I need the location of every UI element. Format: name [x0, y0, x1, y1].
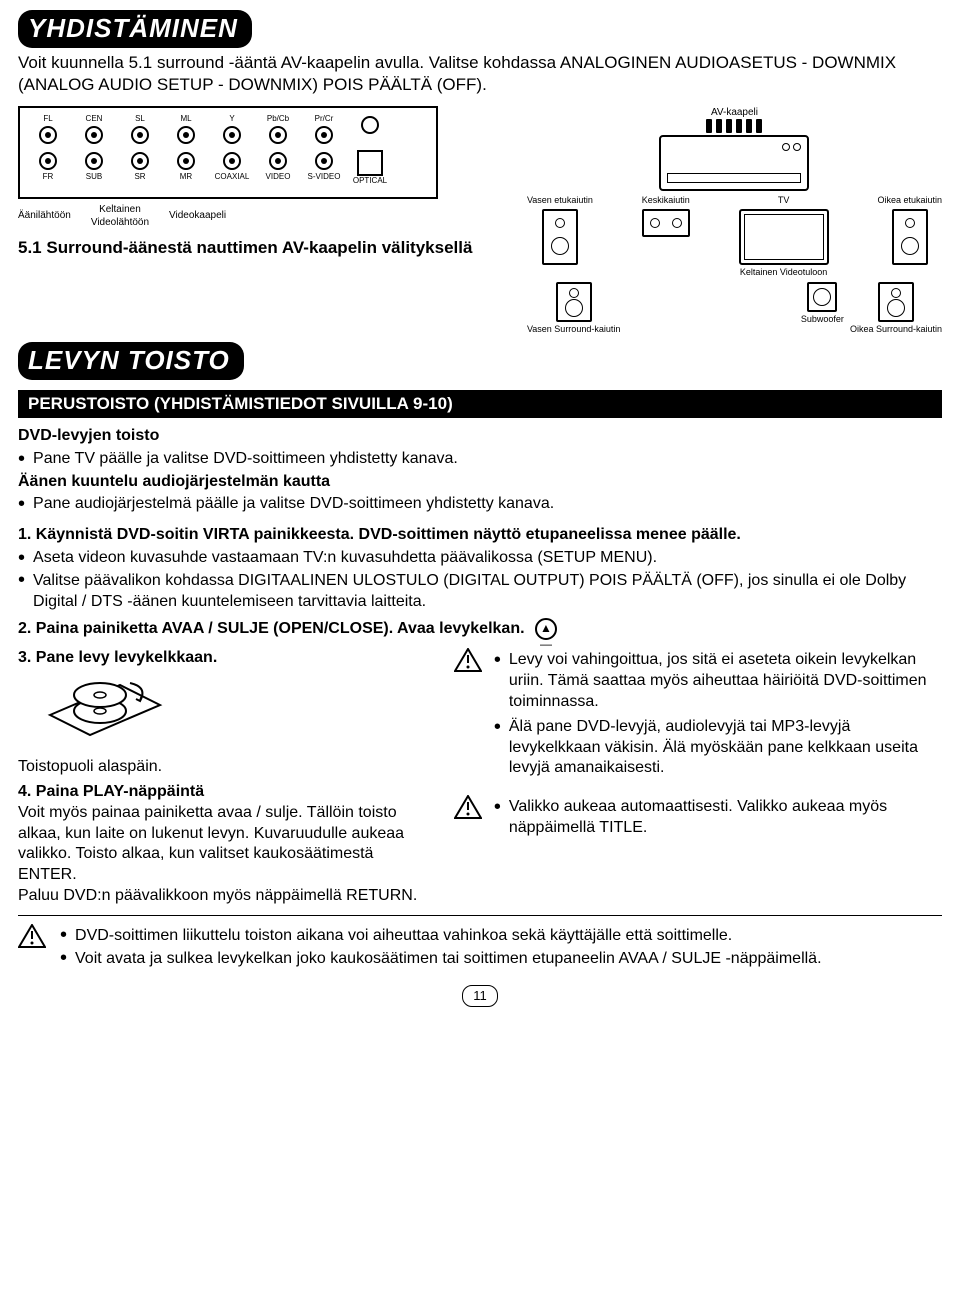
jack-fl: FL — [28, 114, 68, 146]
jack-svideo: S-VIDEO — [304, 150, 344, 186]
jack-sr: SR — [120, 150, 160, 186]
step-3: 3. Pane levy levykelkkaan. — [18, 648, 434, 669]
video-cable-label: Videokaapeli — [169, 209, 226, 222]
step-4a: Voit myös painaa painiketta avaa / sulje… — [18, 803, 434, 886]
jack-ml: ML — [166, 114, 206, 146]
footer-warning-1: DVD-soittimen liikuttelu toiston aikana … — [75, 926, 732, 947]
speaker-sl: Vasen Surround-kaiutin — [527, 282, 620, 336]
bullet-icon — [494, 797, 505, 818]
step-4b: Paluu DVD:n päävalikkoon myös näppäimell… — [18, 886, 434, 907]
speaker-center: Keskikaiutin — [642, 195, 690, 278]
section-title-connecting: YHDISTÄMINEN — [18, 10, 252, 48]
warning-icon — [18, 924, 46, 948]
warning-1a: Levy voi vahingoittua, jos sitä ei asete… — [509, 650, 942, 712]
bullet-icon — [18, 548, 29, 569]
step-1: 1. Käynnistä DVD-soitin VIRTA painikkees… — [18, 525, 942, 546]
eject-icon: ▲— — [535, 618, 557, 640]
step-2: 2. Paina painiketta AVAA / SULJE (OPEN/C… — [18, 621, 525, 638]
dvd-play-heading: DVD-levyjen toisto — [18, 426, 942, 447]
jack-y: Y — [212, 114, 252, 146]
bullet-icon — [18, 571, 29, 592]
jack-mr: MR — [166, 150, 206, 186]
yellow-label-1: Keltainen — [91, 203, 149, 216]
warning-2: Valikko aukeaa automaattisesti. Valikko … — [509, 797, 942, 839]
bullet-1: Pane TV päälle ja valitse DVD-soittimeen… — [33, 449, 458, 470]
audio-listen-heading: Äänen kuuntelu audiojärjestelmän kautta — [18, 472, 942, 493]
wiring-diagram: FL CEN SL ML Y Pb/Cb Pr/Cr FR SUB SR MR … — [18, 106, 942, 336]
footer-warning-2: Voit avata ja sulkea levykelkan joko kau… — [75, 949, 822, 970]
video-source-label: Videolähtöön — [91, 216, 149, 229]
section-title-playback: LEVYN TOISTO — [18, 342, 244, 380]
speaker-sr: Oikea Surround-kaiutin — [850, 282, 942, 336]
intro-text: Voit kuunnella 5.1 surround -ääntä AV-ka… — [18, 52, 942, 96]
bullet-icon — [494, 717, 505, 738]
warning-icon — [454, 648, 482, 672]
jack-coax: COAXIAL — [212, 150, 252, 186]
bullet-icon — [60, 949, 71, 970]
jack-video: VIDEO — [258, 150, 298, 186]
bullet-icon — [18, 494, 29, 515]
step-1a: Aseta videon kuvasuhde vastaamaan TV:n k… — [33, 548, 657, 569]
divider — [18, 915, 942, 916]
subtitle-51: 5.1 Surround-äänestä nauttimen AV-kaapel… — [18, 237, 517, 259]
jack-optical: OPTICAL — [350, 150, 390, 186]
bullet-icon — [60, 926, 71, 947]
rear-panel: FL CEN SL ML Y Pb/Cb Pr/Cr FR SUB SR MR … — [18, 106, 438, 199]
disc-tray-illustration — [40, 675, 170, 755]
bullet-icon — [494, 650, 505, 671]
warning-icon — [454, 795, 482, 819]
speaker-fr: Oikea etukaiutin — [877, 195, 942, 278]
bullet-2: Pane audiojärjestelmä päälle ja valitse … — [33, 494, 554, 515]
tv: TVKeltainen Videotuloon — [739, 195, 829, 278]
step-4: 4. Paina PLAY-näppäintä — [18, 782, 434, 803]
jack-sl: SL — [120, 114, 160, 146]
jack-fr: FR — [28, 150, 68, 186]
jack-pb: Pb/Cb — [258, 114, 298, 146]
tray-caption: Toistopuoli alaspäin. — [18, 757, 434, 778]
page-number: 11 — [462, 985, 498, 1007]
bullet-icon — [18, 449, 29, 470]
jack-pr: Pr/Cr — [304, 114, 344, 146]
speaker-sub: Subwoofer — [801, 282, 844, 336]
jack-cen: CEN — [74, 114, 114, 146]
warning-1b: Älä pane DVD-levyjä, audiolevyjä tai MP3… — [509, 717, 942, 779]
av-cable-label: AV-kaapeli — [527, 106, 942, 119]
audio-source-label: Äänilähtöön — [18, 209, 71, 222]
jack-sub: SUB — [74, 150, 114, 186]
basic-playback-bar: PERUSTOISTO (YHDISTÄMISTIEDOT SIVUILLA 9… — [18, 390, 942, 418]
step-1b: Valitse päävalikon kohdassa DIGITAALINEN… — [33, 571, 942, 613]
receiver-icon — [659, 135, 809, 191]
speaker-fl: Vasen etukaiutin — [527, 195, 593, 278]
